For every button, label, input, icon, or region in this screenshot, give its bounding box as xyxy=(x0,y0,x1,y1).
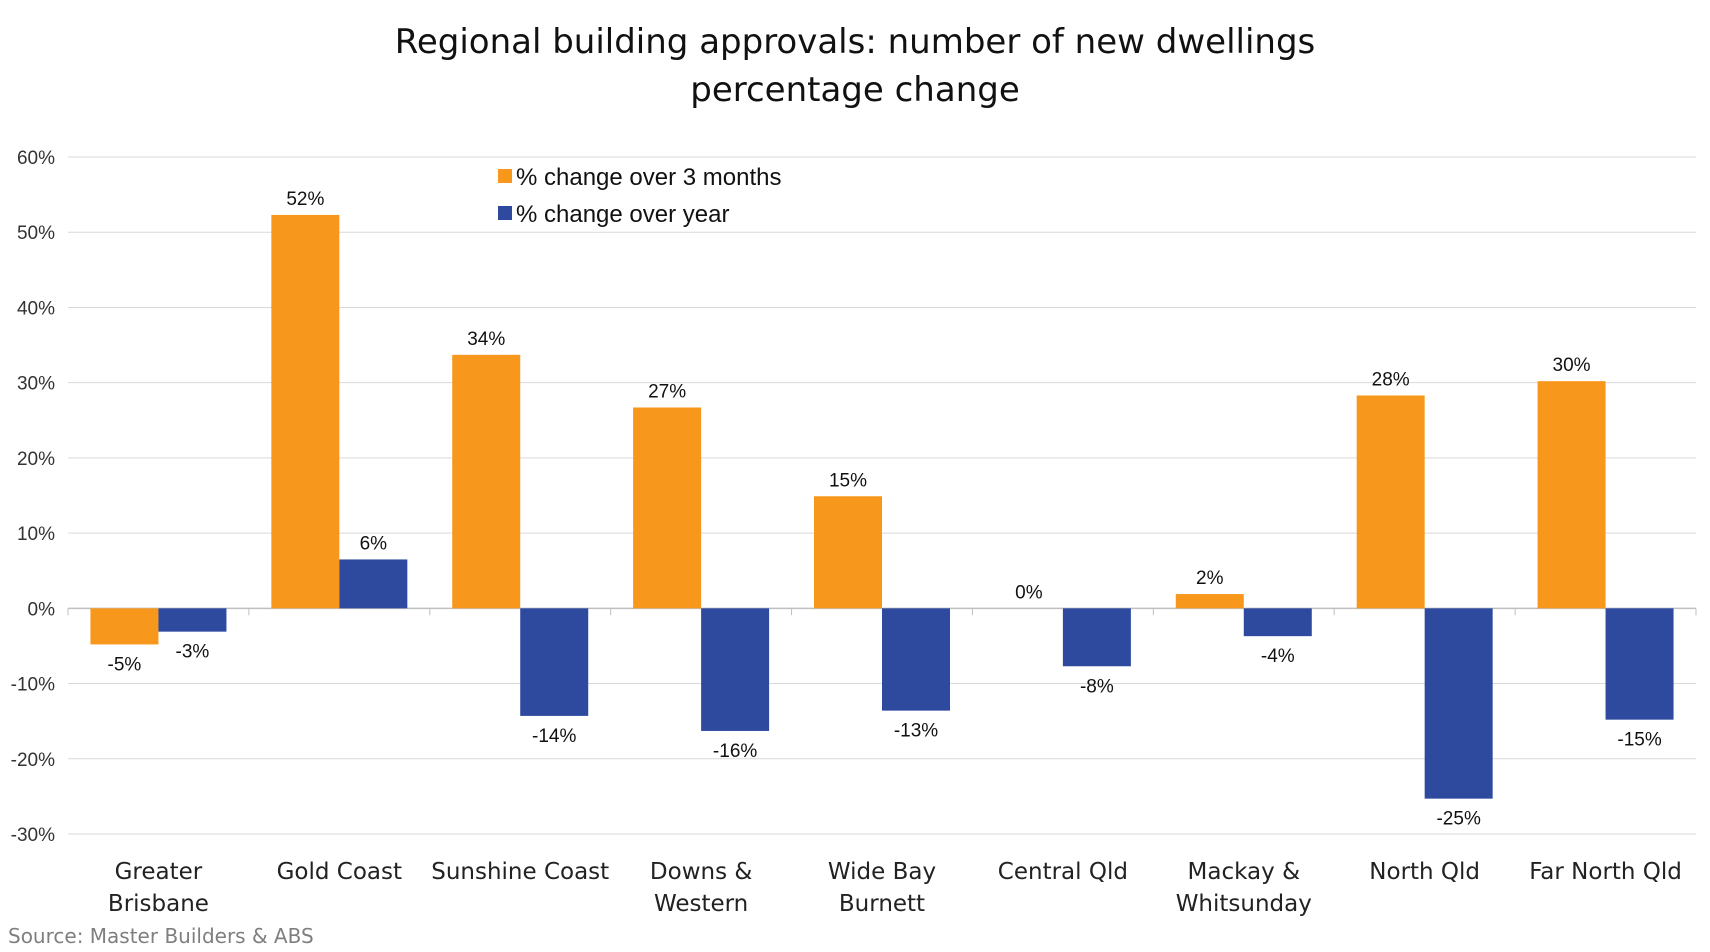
data-label: -3% xyxy=(176,642,210,663)
data-label: 27% xyxy=(648,381,686,402)
legend-swatch xyxy=(498,206,512,220)
bar-3-months xyxy=(271,214,340,609)
category-label: Wide Bay xyxy=(828,859,936,885)
bar-3-months xyxy=(1175,594,1244,609)
legend-swatch xyxy=(498,169,512,183)
bar-year xyxy=(701,608,770,731)
y-tick-label: 10% xyxy=(17,524,55,545)
y-tick-label: 40% xyxy=(17,298,55,319)
chart-title-line-2: percentage change xyxy=(690,70,1020,110)
source-note: Source: Master Builders & ABS xyxy=(8,924,314,948)
bar-year xyxy=(882,608,950,711)
data-label: 15% xyxy=(829,470,867,491)
y-axis-tick-labels: 60% 50% 40% 30% 20% 10% 0% -10% -20% -30% xyxy=(11,148,55,846)
chart-title: Regional building approvals: number of n… xyxy=(0,18,1710,114)
y-tick-label: 0% xyxy=(28,599,56,620)
bar-year xyxy=(1605,608,1674,720)
category-label: Mackay & xyxy=(1188,859,1301,885)
y-tick-label: -20% xyxy=(11,750,55,771)
bar-year xyxy=(520,608,589,716)
category-label: North Qld xyxy=(1369,859,1480,885)
bar-year xyxy=(1243,608,1312,637)
category-label: Downs & xyxy=(650,859,752,885)
bar-year xyxy=(1062,608,1131,667)
category-label: Brisbane xyxy=(108,891,209,917)
category-label: Central Qld xyxy=(998,859,1128,885)
bar-year xyxy=(339,559,408,609)
y-tick-label: 20% xyxy=(17,449,55,470)
category-label: Far North Qld xyxy=(1529,859,1682,885)
data-label: 30% xyxy=(1553,355,1591,376)
data-label: -13% xyxy=(894,721,938,742)
legend-label: % change over year xyxy=(516,201,729,228)
legend: % change over 3 months % change over year xyxy=(498,164,782,228)
data-label: -15% xyxy=(1617,730,1661,751)
category-label: Burnett xyxy=(839,891,925,917)
bar-3-months xyxy=(633,407,702,609)
bar-3-months xyxy=(452,354,521,609)
data-label: 6% xyxy=(360,533,388,554)
bar-3-months xyxy=(1356,395,1425,609)
category-label: Whitsunday xyxy=(1176,891,1312,917)
bar-3-months xyxy=(90,608,159,645)
data-label: 28% xyxy=(1372,369,1410,390)
y-tick-label: 50% xyxy=(17,223,55,244)
data-label: 2% xyxy=(1196,568,1224,589)
bar-3-months xyxy=(814,496,882,609)
x-axis-category-labels: Greater Brisbane Gold Coast Sunshine Coast D… xyxy=(108,859,1682,917)
data-label: 52% xyxy=(286,189,324,210)
category-label: Greater xyxy=(115,859,203,885)
data-label: -5% xyxy=(108,654,142,675)
y-tick-label: -10% xyxy=(11,675,55,696)
data-labels: -5% 52% 34% 27% 15% 0% 2% 28% 30% -3% 6% -14% -16% -1… xyxy=(108,189,1662,830)
data-label: -25% xyxy=(1436,809,1480,830)
category-label: Gold Coast xyxy=(277,859,402,885)
data-label: 0% xyxy=(1015,582,1043,603)
data-label: -4% xyxy=(1261,646,1295,667)
y-tick-label: 60% xyxy=(17,148,55,169)
data-label: -16% xyxy=(713,741,757,762)
category-label: Sunshine Coast xyxy=(431,859,609,885)
bar-year xyxy=(158,608,227,632)
y-tick-label: 30% xyxy=(17,374,55,395)
bar-year xyxy=(1424,608,1493,799)
bar-3-months xyxy=(1537,381,1606,609)
bars xyxy=(90,214,1674,799)
y-tick-label: -30% xyxy=(11,825,55,846)
data-label: -14% xyxy=(532,726,576,747)
legend-label: % change over 3 months xyxy=(516,164,782,191)
chart-title-line-1: Regional building approvals: number of n… xyxy=(394,22,1316,62)
data-label: -8% xyxy=(1080,676,1114,697)
data-label: 34% xyxy=(467,329,505,350)
category-label: Western xyxy=(654,891,748,917)
